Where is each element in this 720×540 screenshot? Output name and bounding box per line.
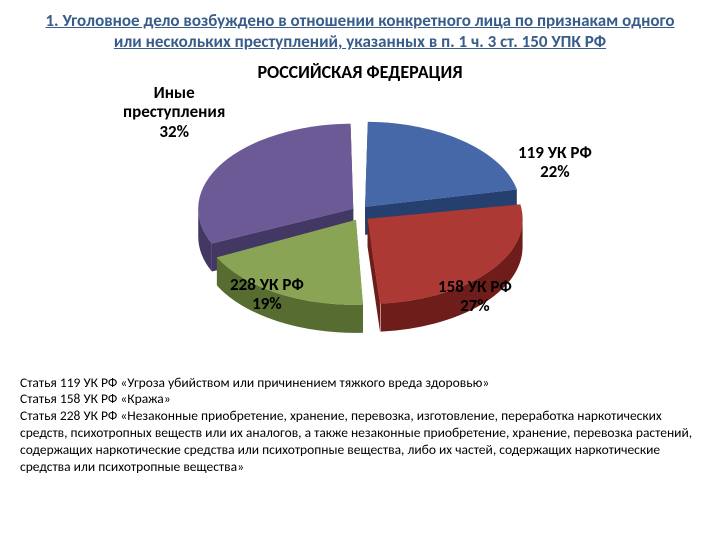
pie-label-s158: 158 УК РФ27% xyxy=(438,277,512,316)
pie-chart: РОССИЙСКАЯ ФЕДЕРАЦИЯ 119 УК РФ22% 158 УК … xyxy=(20,59,700,369)
pie-label-s228: 228 УК РФ19% xyxy=(230,275,304,314)
pie-label-line: 27% xyxy=(438,296,512,316)
pie-label-line: Иные xyxy=(123,83,225,103)
pie-label-s119: 119 УК РФ22% xyxy=(518,143,592,182)
pie-label-line: 119 УК РФ xyxy=(518,143,592,163)
pie-label-line: 158 УК РФ xyxy=(438,277,512,297)
pie-label-line: 32% xyxy=(123,122,225,142)
pie-label-other: Иныепреступления32% xyxy=(123,83,225,142)
footnotes: Статья 119 УК РФ «Угроза убийством или п… xyxy=(20,375,700,476)
slide-page: 1. Уголовное дело возбуждено в отношении… xyxy=(0,0,720,540)
pie-label-line: 19% xyxy=(230,294,304,314)
footnote-line: Статья 228 УК РФ «Незаконные приобретени… xyxy=(20,408,700,476)
pie-label-line: преступления xyxy=(123,102,225,122)
pie-label-line: 22% xyxy=(518,162,592,182)
footnote-line: Статья 119 УК РФ «Угроза убийством или п… xyxy=(20,375,700,392)
chart-title: РОССИЙСКАЯ ФЕДЕРАЦИЯ xyxy=(20,61,700,83)
pie-label-line: 228 УК РФ xyxy=(230,275,304,295)
footnote-line: Статья 158 УК РФ «Кража» xyxy=(20,391,700,408)
page-title: 1. Уголовное дело возбуждено в отношении… xyxy=(30,10,690,53)
